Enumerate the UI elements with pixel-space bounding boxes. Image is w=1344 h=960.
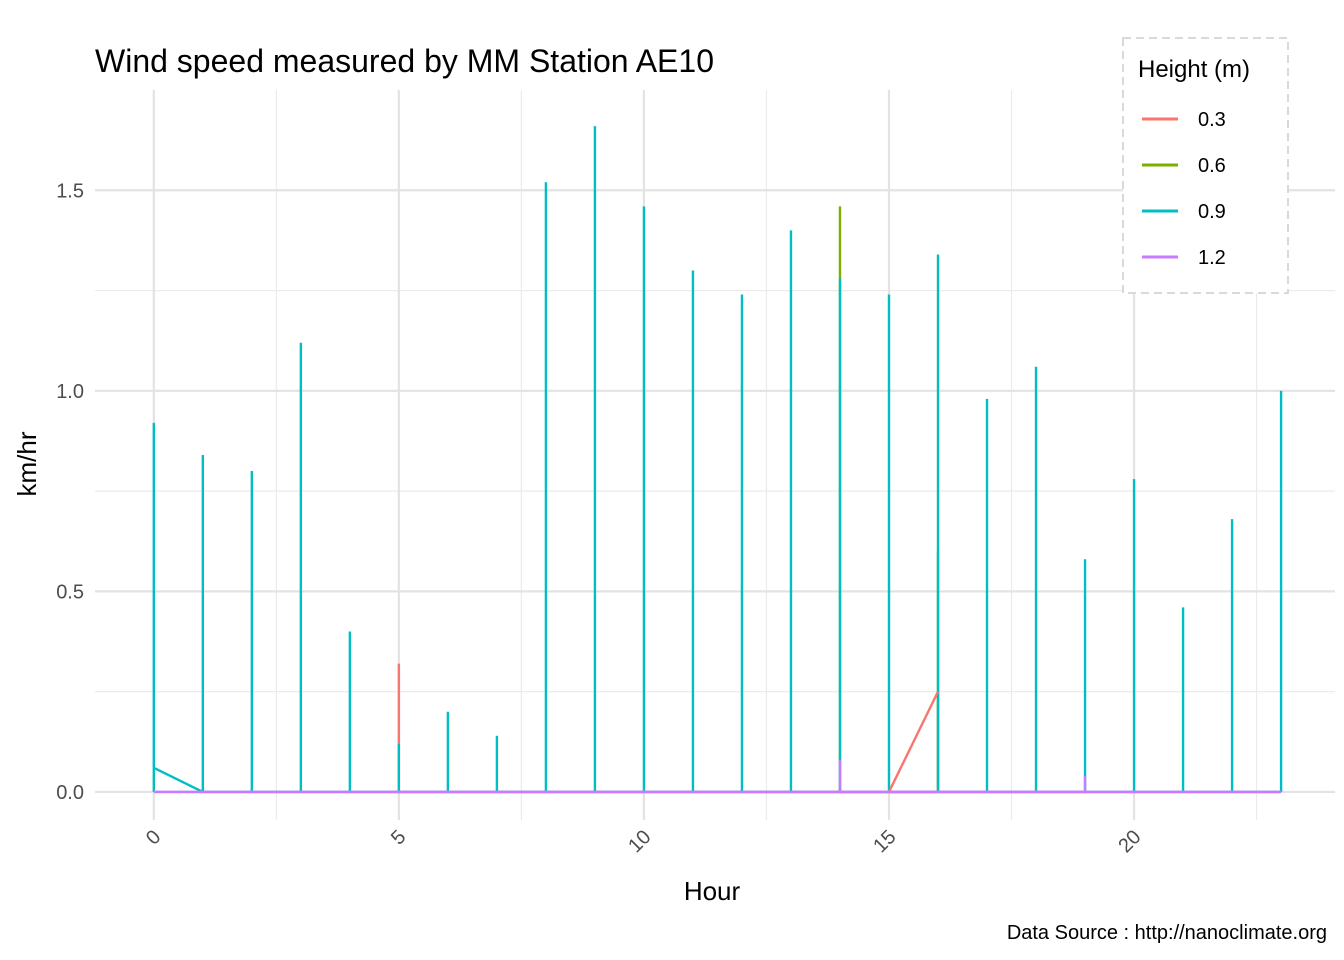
legend: Height (m) 0.3 0.6 0.9 1.2 [1122,37,1289,294]
y-tick-label: 1.0 [56,381,84,403]
x-tick-label: 20 [1114,826,1145,857]
legend-label: 0.6 [1198,155,1226,177]
y-tick-label: 0.0 [56,782,84,804]
x-tick-label: 15 [869,826,900,857]
y-tick-label: 0.5 [56,581,84,603]
x-tick-label: 5 [387,826,410,849]
legend-title: Height (m) [1138,56,1250,83]
x-tick-label: 10 [624,826,655,857]
legend-label: 1.2 [1198,247,1226,269]
y-axis-title: km/hr [12,431,42,496]
series-1.2 [838,759,1087,794]
data-source-caption: Data Source : http://nanoclimate.org [1007,922,1327,944]
y-tick-labels: 0.0 0.5 1.0 1.5 [56,180,84,804]
x-axis-title: Hour [684,876,741,906]
x-tick-labels: 0 5 10 15 20 [142,826,1146,857]
legend-label: 0.3 [1198,109,1226,131]
x-tick-label: 0 [142,826,165,849]
y-tick-label: 1.5 [56,180,84,202]
series-baseline [153,766,1282,794]
chart-title: Wind speed measured by MM Station AE10 [95,43,714,79]
series-layer [152,126,1283,794]
legend-label: 0.9 [1198,201,1226,223]
series-0.3 [397,663,940,794]
series-0.3-rise [887,691,940,793]
legend-items: 0.3 0.6 0.9 1.2 [1142,109,1226,269]
